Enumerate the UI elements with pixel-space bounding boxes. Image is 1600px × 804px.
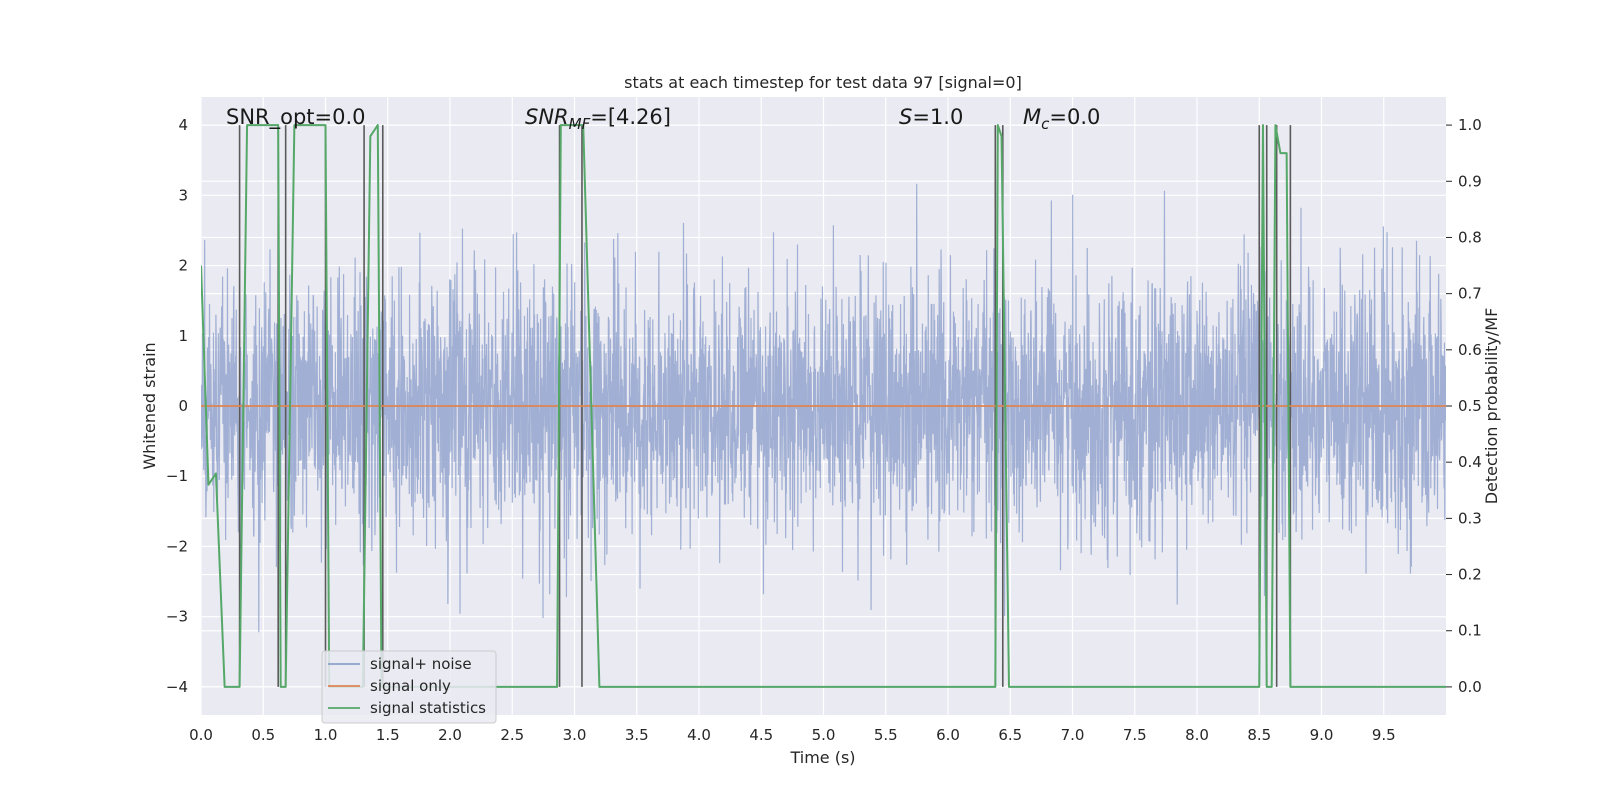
annotation-snr-mf: SNRMF=[4.26]: [525, 105, 671, 133]
y-right-tick-label-6: 0.6: [1458, 341, 1482, 359]
annotation-snr-mf-sub: MF: [569, 115, 591, 133]
x-tick-label-2: 1.0: [314, 726, 338, 744]
annotation-s: S=1.0: [899, 105, 963, 129]
y-tick-label-7: 3: [178, 186, 188, 204]
y-right-tick-label-7: 0.7: [1458, 285, 1482, 303]
x-tick-label-12: 6.0: [936, 726, 960, 744]
x-tick-label-18: 9.0: [1310, 726, 1334, 744]
x-tick-label-6: 3.0: [563, 726, 587, 744]
y-right-tick-label-1: 0.1: [1458, 622, 1482, 640]
x-tick-label-4: 2.0: [438, 726, 462, 744]
y-right-tick-label-8: 0.8: [1458, 228, 1482, 246]
y-right-tick-label-2: 0.2: [1458, 566, 1482, 584]
series-signal-noise: [201, 183, 1446, 633]
annotation-s-value: =1.0: [912, 105, 963, 129]
x-tick-label-15: 7.5: [1123, 726, 1147, 744]
y-tick-label-4: 0: [178, 397, 188, 415]
y-tick-label-5: 1: [178, 327, 188, 345]
x-tick-label-5: 2.5: [500, 726, 524, 744]
y-tick-label-3: −1: [166, 467, 188, 485]
series-signal-statistics: [201, 124, 1446, 688]
x-tick-label-0: 0.0: [189, 726, 213, 744]
x-axis-label: Time (s): [789, 748, 855, 767]
legend-label-signal-only: signal only: [370, 677, 451, 695]
annotation-snr-opt: SNR_opt=0.0: [226, 105, 366, 130]
x-tick-label-7: 3.5: [625, 726, 649, 744]
x-tick-label-14: 7.0: [1061, 726, 1085, 744]
y-tick-label-6: 2: [178, 257, 188, 275]
y-tick-label-2: −2: [166, 537, 188, 555]
annotation-mc: Mc=0.0: [1023, 105, 1100, 133]
chart-title: stats at each timestep for test data 97 …: [624, 73, 1022, 92]
y-right-tick-label-9: 0.9: [1458, 172, 1482, 190]
y-right-tick-label-5: 0.5: [1458, 397, 1482, 415]
x-tick-label-11: 5.5: [874, 726, 898, 744]
y-right-tick-label-3: 0.3: [1458, 509, 1482, 527]
y-right-tick-label-0: 0.0: [1458, 678, 1482, 696]
x-tick-label-9: 4.5: [749, 726, 773, 744]
legend: signal+ noise signal only signal statist…: [321, 650, 497, 724]
y-tick-label-1: −3: [166, 608, 188, 626]
annotation-snr-mf-value: =[4.26]: [590, 105, 671, 129]
x-tick-label-17: 8.5: [1247, 726, 1271, 744]
x-tick-label-13: 6.5: [998, 726, 1022, 744]
annotation-mc-value: =0.0: [1049, 105, 1100, 129]
legend-label-signal-statistics: signal statistics: [370, 699, 486, 717]
x-tick-label-1: 0.5: [251, 726, 275, 744]
x-tick-label-10: 5.0: [812, 726, 836, 744]
y-ticks-left: −4 −3 −2 −1 0 1 2 3 4: [166, 116, 188, 696]
y-right-tick-label-10: 1.0: [1458, 116, 1482, 134]
annotation-mc-sub: c: [1041, 115, 1050, 133]
x-tick-label-8: 4.0: [687, 726, 711, 744]
signal-statistics-line: [201, 124, 1446, 688]
annotation-s-prefix: S: [899, 105, 912, 129]
y-axis-label-left: Whitened strain: [140, 342, 159, 469]
y-tick-label-8: 4: [178, 116, 188, 134]
noise-trace: [201, 183, 1446, 633]
y-ticks-right: 0.0 0.1 0.2 0.3 0.4 0.5 0.6 0.7 0.8 0.9 1.0: [1446, 116, 1482, 696]
y-axis-label-right: Detection probability/MF: [1482, 308, 1501, 505]
annotation-mc-prefix: M: [1023, 105, 1041, 129]
legend-label-signal-noise: signal+ noise: [370, 655, 472, 673]
legend-box: [321, 650, 497, 724]
y-right-tick-label-4: 0.4: [1458, 453, 1482, 471]
x-ticks: 0.0 0.5 1.0 1.5 2.0 2.5 3.0 3.5 4.0 4.5 5.0 5.5 6.0 6…: [189, 726, 1396, 744]
x-tick-label-3: 1.5: [376, 726, 400, 744]
y-tick-label-0: −4: [166, 678, 188, 696]
annotation-snr-mf-prefix: SNR: [525, 105, 569, 129]
x-tick-label-16: 8.0: [1185, 726, 1209, 744]
x-tick-label-19: 9.5: [1372, 726, 1396, 744]
